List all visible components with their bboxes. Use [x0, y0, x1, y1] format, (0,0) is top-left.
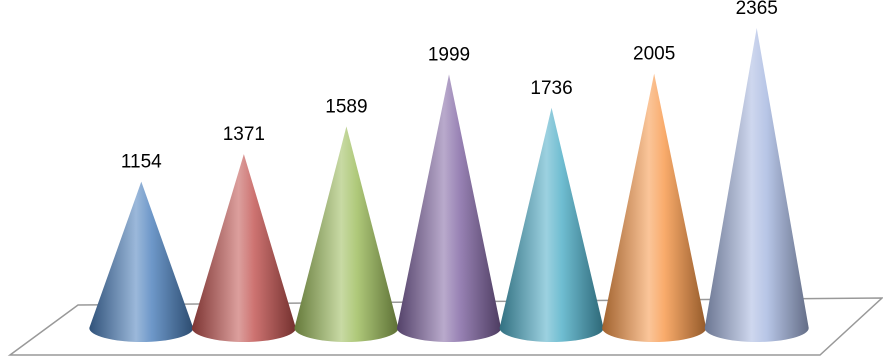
value-label: 1371 [223, 124, 265, 145]
value-label: 1154 [121, 152, 162, 173]
value-label: 1999 [428, 44, 470, 65]
value-label: 1736 [530, 78, 572, 99]
cone [704, 28, 809, 342]
cone [89, 181, 194, 342]
cone [397, 74, 501, 342]
cone [294, 126, 399, 342]
value-label: 2365 [736, 0, 778, 19]
value-label: 1589 [325, 96, 367, 117]
cone [602, 73, 707, 343]
cone [499, 107, 604, 343]
cone [191, 154, 296, 342]
value-label: 2005 [633, 44, 675, 65]
